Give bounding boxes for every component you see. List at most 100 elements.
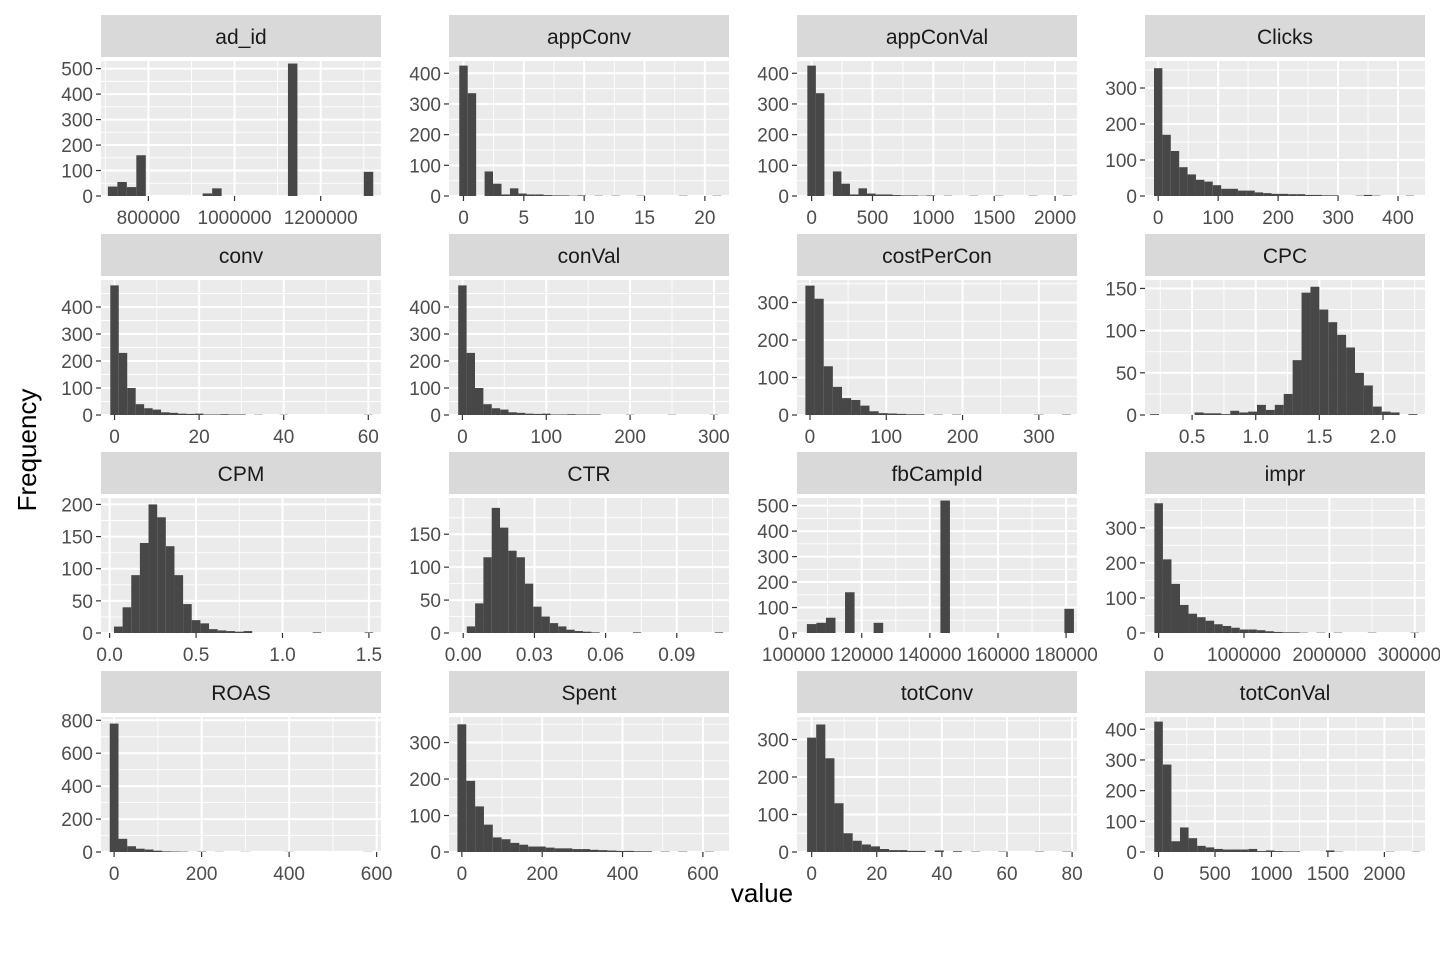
histogram-bar (1162, 134, 1171, 196)
histogram-bar (174, 575, 184, 633)
histogram-bar (109, 723, 119, 852)
histogram-bar (1288, 194, 1297, 196)
y-tick-label: 150 (61, 528, 93, 549)
histogram-bar (1212, 413, 1222, 415)
histogram-bar (1154, 503, 1163, 633)
histogram-bar (940, 500, 950, 633)
facet-strip-label: ROAS (211, 682, 271, 705)
histogram-bar (157, 517, 166, 633)
histogram-bar (878, 413, 888, 415)
histogram-bar (714, 632, 724, 633)
facet-strip-label: fbCampId (891, 463, 982, 486)
histogram-bar (845, 592, 855, 633)
histogram-bar (834, 803, 844, 852)
facet-impr: impr 0 100 200 300 0 1000000 2000000 3000000 (1105, 452, 1440, 666)
histogram-bar (1229, 188, 1238, 196)
x-tick-label: 300 (1322, 208, 1354, 229)
x-tick-label: 0 (1153, 864, 1164, 885)
histogram-bar (560, 195, 570, 196)
histogram-bar (1171, 841, 1180, 852)
facet-strip-label: conVal (558, 245, 621, 268)
histogram-bar (807, 65, 816, 197)
y-tick-label: 150 (1105, 279, 1137, 300)
histogram-bar (1279, 193, 1289, 196)
histogram-bar (1248, 848, 1258, 852)
y-tick-label: 0 (82, 843, 93, 864)
histogram-bar (510, 842, 520, 852)
histogram-bar (203, 414, 212, 415)
facet-strip (101, 671, 381, 713)
y-tick-label: 200 (61, 495, 93, 516)
histogram-bar (1221, 188, 1230, 196)
histogram-bar (1187, 174, 1196, 196)
histogram-bar (200, 623, 210, 633)
histogram-bar (1150, 414, 1159, 415)
x-tick-label: 1.0 (1243, 427, 1269, 448)
histogram-bar (590, 849, 599, 852)
histogram-bar (1221, 414, 1231, 415)
facet-strip-label: appConv (547, 26, 632, 49)
y-tick-label: 100 (409, 379, 441, 400)
y-tick-label: 200 (1105, 115, 1137, 136)
histogram-bar (873, 622, 884, 633)
facet-strip (101, 15, 381, 57)
histogram-bar (525, 413, 534, 415)
histogram-bar (887, 413, 897, 415)
histogram-bar (583, 631, 592, 633)
histogram-bar (483, 824, 493, 852)
x-tick-label: 200 (947, 427, 979, 448)
y-tick-label: 500 (757, 497, 789, 518)
histogram-bar (860, 405, 870, 415)
x-tick-label: 0 (457, 864, 468, 885)
histogram-bar (884, 194, 893, 196)
x-tick-label: 1200000 (284, 208, 358, 229)
x-tick-label: 2.0 (1370, 427, 1396, 448)
histogram-bar (616, 850, 626, 852)
histogram-bar (898, 850, 908, 852)
x-tick-label: 1000000 (1207, 645, 1281, 666)
y-tick-label: 200 (409, 126, 441, 147)
histogram-bar (916, 850, 926, 852)
histogram-bar (1230, 410, 1240, 415)
x-tick-label: 200 (186, 864, 218, 885)
histogram-bar (550, 414, 559, 415)
facet-strip-label: Spent (562, 682, 617, 705)
y-tick-label: 400 (757, 522, 789, 543)
facet-strip (1145, 15, 1425, 57)
histogram-bar (607, 850, 617, 852)
histogram-bar (814, 298, 824, 415)
x-tick-label: 0 (806, 864, 817, 885)
histogram-bar (136, 848, 145, 852)
y-tick-label: 0 (1126, 843, 1137, 864)
y-tick-label: 50 (72, 592, 93, 613)
histogram-bar (1240, 849, 1249, 852)
x-tick-label: 5 (519, 208, 530, 229)
histogram-bar (110, 285, 119, 415)
histogram-bar (1263, 193, 1272, 196)
y-tick-label: 0 (778, 406, 789, 427)
facet-strip-label: costPerCon (882, 245, 992, 268)
histogram-bar (117, 181, 127, 196)
x-tick-label: 10 (574, 208, 595, 229)
facet-strip-label: totConv (901, 682, 974, 705)
x-tick-label: 20 (694, 208, 715, 229)
x-tick-label: 1000 (912, 208, 954, 229)
x-tick-label: 100 (870, 427, 902, 448)
histogram-bar (634, 851, 644, 852)
y-tick-label: 300 (1105, 79, 1137, 100)
histogram-bar (592, 414, 601, 415)
histogram-bar (1274, 851, 1283, 852)
y-axis-title: Frequency (12, 389, 42, 512)
y-tick-label: 100 (409, 156, 441, 177)
histogram-bar (165, 546, 175, 633)
histogram-bar (1273, 631, 1283, 633)
histogram-bar (364, 632, 374, 633)
histogram-bar (237, 414, 246, 415)
histogram-bar (220, 414, 229, 415)
histogram-bar (1153, 68, 1163, 196)
x-tick-label: 20 (866, 864, 887, 885)
histogram-bar (869, 411, 879, 415)
facet-appConv: appConv 0 100 200 300 400 0 5 10 15 20 (409, 15, 729, 229)
histogram-bar (1231, 627, 1240, 633)
histogram-bar (186, 413, 195, 415)
